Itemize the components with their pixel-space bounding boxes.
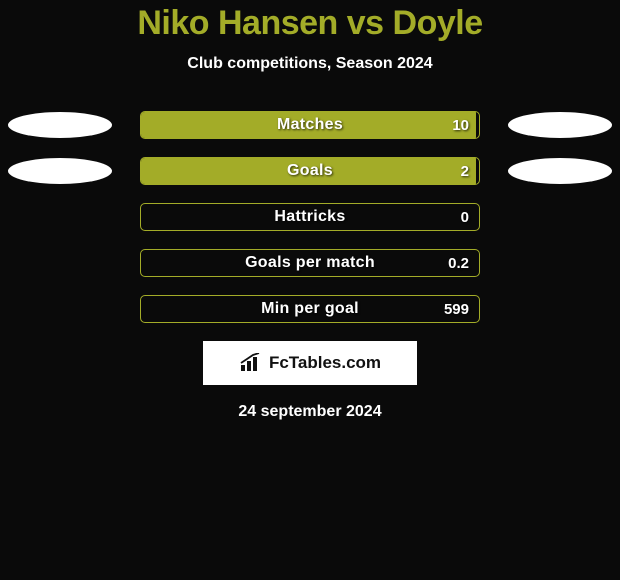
stat-bar: Goals per match 0.2 <box>140 249 480 277</box>
stat-bar: Hattricks 0 <box>140 203 480 231</box>
stat-label: Min per goal <box>141 296 479 322</box>
stat-row: Matches 10 <box>0 111 620 139</box>
stat-label: Hattricks <box>141 204 479 230</box>
stat-row: Goals 2 <box>0 157 620 185</box>
date: 24 september 2024 <box>0 403 620 421</box>
stat-label: Goals <box>141 158 479 184</box>
stat-row: Hattricks 0 <box>0 203 620 231</box>
stat-value: 599 <box>444 296 469 322</box>
subtitle: Club competitions, Season 2024 <box>0 55 620 73</box>
stat-bar: Matches 10 <box>140 111 480 139</box>
stat-value: 10 <box>452 112 469 138</box>
stat-label: Goals per match <box>141 250 479 276</box>
stats-rows: Matches 10 Goals 2 Hattricks 0 <box>0 111 620 323</box>
stat-bar: Min per goal 599 <box>140 295 480 323</box>
logo-text: FcTables.com <box>269 353 381 373</box>
stat-value: 0 <box>461 204 469 230</box>
logo-box: FcTables.com <box>203 341 417 385</box>
stat-bar: Goals 2 <box>140 157 480 185</box>
stat-label: Matches <box>141 112 479 138</box>
left-ellipse <box>8 158 112 184</box>
stat-row: Goals per match 0.2 <box>0 249 620 277</box>
stat-row: Min per goal 599 <box>0 295 620 323</box>
stat-value: 2 <box>461 158 469 184</box>
right-ellipse <box>508 158 612 184</box>
left-ellipse <box>8 112 112 138</box>
stat-value: 0.2 <box>448 250 469 276</box>
right-ellipse <box>508 112 612 138</box>
chart-icon <box>239 353 263 373</box>
page-title: Niko Hansen vs Doyle <box>0 4 620 43</box>
